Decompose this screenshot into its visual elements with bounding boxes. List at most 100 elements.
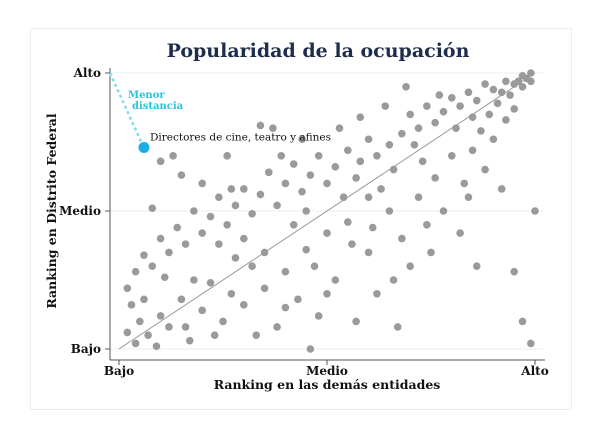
data-point — [527, 339, 535, 348]
data-point — [160, 273, 169, 282]
data-point — [493, 99, 502, 108]
data-point — [497, 185, 506, 193]
data-point — [356, 113, 365, 121]
data-point — [140, 295, 148, 304]
data-point — [389, 165, 398, 174]
y-axis-label: Ranking en Distrito Federal — [44, 113, 59, 309]
data-point — [497, 88, 506, 97]
data-point — [339, 193, 348, 201]
data-point — [156, 157, 165, 166]
data-point — [323, 290, 331, 298]
data-point — [264, 168, 273, 177]
highlight-point — [138, 142, 150, 154]
data-point — [294, 295, 302, 304]
data-point — [373, 152, 381, 160]
data-point — [198, 229, 206, 237]
data-point — [456, 102, 464, 110]
data-point — [527, 77, 535, 86]
data-point — [431, 174, 439, 182]
data-point — [240, 234, 248, 243]
data-point — [344, 146, 352, 155]
data-point — [344, 218, 352, 226]
x-tick-label: Medio — [306, 364, 348, 378]
data-point — [131, 339, 140, 348]
data-point — [248, 262, 256, 271]
data-point — [502, 77, 510, 86]
data-point — [510, 267, 518, 276]
data-point — [314, 312, 323, 320]
data-point — [148, 262, 157, 271]
data-point — [148, 204, 157, 213]
data-point — [169, 152, 177, 160]
data-point — [190, 276, 198, 284]
data-point — [414, 124, 423, 132]
data-point — [302, 245, 311, 254]
data-point — [385, 140, 394, 149]
data-point — [256, 190, 265, 199]
y-tick-label: Bajo — [71, 342, 101, 356]
data-point — [123, 328, 132, 337]
data-point — [510, 80, 518, 88]
distance-line — [108, 72, 143, 143]
data-point — [277, 152, 286, 160]
data-point — [489, 85, 498, 94]
data-point — [260, 248, 269, 257]
data-point — [227, 290, 236, 298]
data-point — [198, 306, 206, 315]
y-tick-label: Medio — [59, 204, 101, 218]
data-point — [464, 193, 473, 201]
data-point — [273, 201, 281, 210]
data-point — [364, 248, 373, 257]
data-point — [156, 312, 165, 320]
data-point — [323, 229, 331, 237]
data-point — [306, 345, 315, 353]
data-point — [331, 276, 340, 284]
y-ticks: Bajo Medio Alto — [59, 66, 110, 356]
data-point — [215, 193, 223, 201]
data-point — [310, 262, 319, 271]
data-point — [423, 102, 431, 110]
data-point — [298, 187, 306, 196]
data-point — [418, 157, 427, 166]
data-point — [502, 116, 510, 124]
reference-line — [118, 72, 536, 350]
data-point — [289, 160, 298, 168]
data-point — [173, 223, 182, 232]
data-point — [489, 135, 498, 144]
data-point — [356, 157, 365, 166]
data-point — [227, 185, 236, 193]
data-point — [223, 221, 231, 229]
data-point — [140, 251, 148, 259]
data-point — [206, 212, 215, 221]
data-point — [435, 91, 444, 99]
data-point — [177, 171, 186, 179]
data-point — [389, 276, 398, 284]
data-point — [177, 295, 186, 304]
data-point — [314, 152, 323, 160]
data-point — [269, 124, 277, 132]
data-point — [423, 221, 431, 229]
x-ticks: Bajo Medio Alto — [104, 360, 549, 378]
data-point — [240, 185, 248, 193]
data-point — [393, 323, 402, 331]
data-point — [231, 254, 240, 262]
data-point — [206, 278, 215, 287]
data-point — [506, 91, 514, 99]
data-point — [302, 207, 311, 215]
annotation-line: distancia — [132, 101, 184, 112]
data-point — [127, 301, 136, 309]
points — [123, 69, 539, 353]
data-point — [406, 110, 415, 119]
data-point — [464, 88, 473, 97]
data-point — [306, 171, 315, 179]
data-point — [198, 179, 206, 188]
data-point — [373, 290, 381, 298]
x-axis-label: Ranking en las demás entidades — [214, 377, 441, 392]
data-point — [414, 193, 423, 201]
data-point — [223, 152, 231, 160]
data-point — [256, 121, 265, 130]
data-point — [518, 317, 527, 326]
annotation-line: Menor — [128, 90, 165, 101]
data-point — [165, 323, 173, 331]
